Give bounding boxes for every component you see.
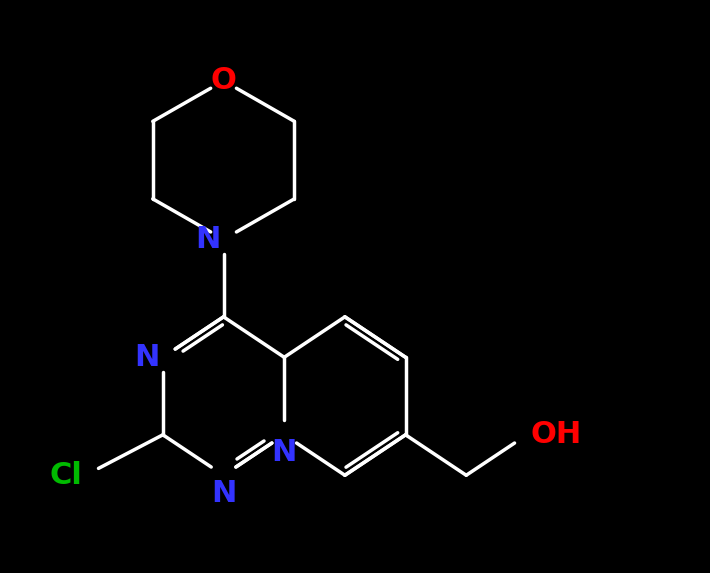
Text: N: N xyxy=(134,343,160,372)
Text: OH: OH xyxy=(530,421,581,449)
Text: O: O xyxy=(211,66,236,95)
Text: N: N xyxy=(211,478,236,508)
Text: N: N xyxy=(271,438,297,467)
Text: Cl: Cl xyxy=(49,461,82,490)
Text: N: N xyxy=(195,225,220,254)
